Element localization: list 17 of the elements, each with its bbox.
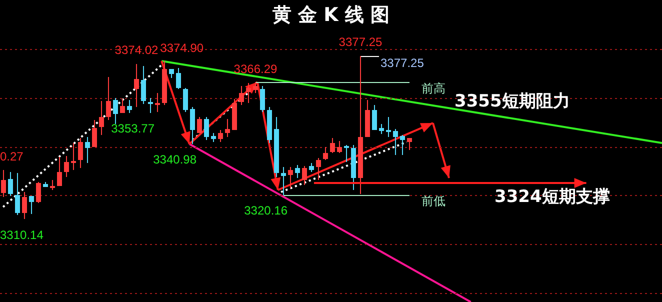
- ref-line-label: 前高: [422, 82, 446, 96]
- annotation: 3374.02: [114, 42, 159, 57]
- text: 3355短期阻力: [454, 91, 570, 112]
- text: 3374.90: [160, 40, 204, 55]
- ref-line-label: 前低: [422, 194, 446, 208]
- text: 3377.25: [338, 35, 383, 50]
- annotation: 3377.25: [380, 56, 424, 70]
- annotation: 3340.98: [153, 152, 197, 167]
- text: 3310.14: [0, 228, 44, 242]
- annotation: 3320.16: [244, 203, 288, 218]
- annotation: 3353.77: [111, 121, 155, 136]
- annotation: 0.27: [0, 150, 24, 164]
- annotation: 3366.29: [234, 62, 278, 76]
- chart-title: 黄 金 K 线 图: [271, 3, 391, 28]
- candlestick: [386, 117, 391, 137]
- text: 3324短期支撑: [494, 187, 610, 208]
- candlestick: [71, 143, 76, 170]
